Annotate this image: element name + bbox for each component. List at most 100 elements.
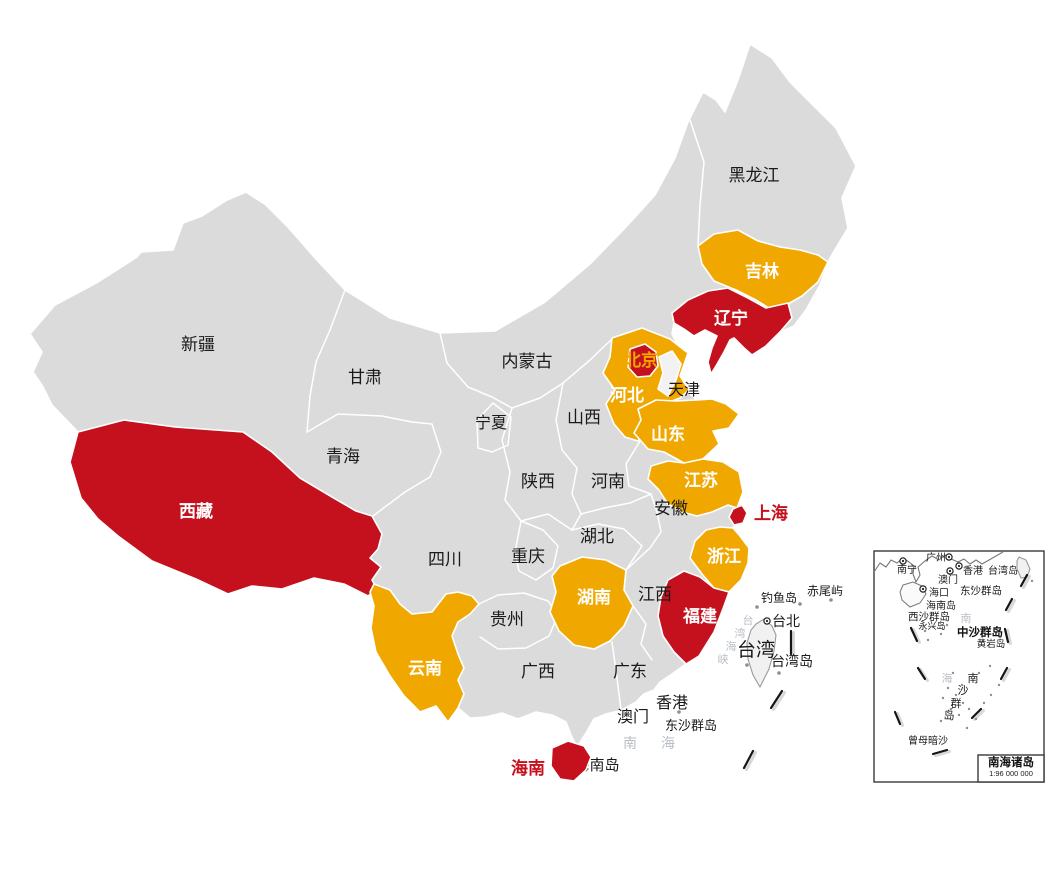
label-strait-hai: 海 [726,639,737,653]
island-dot [946,686,950,690]
label-xinjiang: 新疆 [181,335,215,354]
island-dot [777,671,781,675]
label-zhejiang: 浙江 [707,546,741,566]
nine-dash-shadow [772,691,786,711]
island-dot [677,710,681,714]
label-dongsha-islands: 东沙群岛 [665,718,717,733]
label-inset-hainan-island: 海南岛 [926,599,956,612]
island-dot [954,693,958,697]
nine-dash-line-inset [893,573,1031,757]
city-marker-dot [901,559,905,563]
island-dot [965,726,969,730]
label-taiwan: 台湾 [737,639,775,661]
label-inset-xisha: 西沙群岛 [908,610,950,623]
island-dot [970,586,974,590]
label-inset-guangzhou: 广州 [926,552,946,564]
label-sichuan: 四川 [428,550,462,569]
label-hubei: 湖北 [580,527,614,546]
label-inset-haikou: 海口 [929,586,949,599]
label-anhui: 安徽 [654,499,688,518]
label-yunnan: 云南 [408,658,442,678]
province-hainan[interactable] [550,740,592,782]
nine-dash-segment [1003,627,1010,644]
label-shanxi: 山西 [567,408,601,427]
nine-dash-shadow [745,751,757,771]
nine-dash-segment [742,749,755,770]
island-dot [745,663,749,667]
nine-dash-shadow [919,668,929,682]
label-taiwan-island: 台湾岛 [771,653,813,669]
island-dot [931,625,935,629]
nine-dash-segment [916,666,927,681]
inset-coastline [873,551,1004,583]
city-marker-dot [947,555,951,559]
nine-dash-shadow [896,712,904,727]
nine-dash-segment [999,666,1009,681]
label-taipei: 台北 [772,613,800,629]
island-dot [923,629,927,633]
city-marker-dot [921,587,925,591]
province-tianjin[interactable] [657,350,682,397]
island-dot [939,632,943,636]
label-hebei: 河北 [610,386,644,405]
province-jiangsu[interactable] [647,458,744,517]
province-zhejiang[interactable] [689,526,750,593]
nine-dash-segment [893,710,902,726]
province-jilin[interactable] [697,229,829,311]
nine-dash-segment [909,626,919,643]
island-dot [957,713,961,717]
province-hunan[interactable] [549,556,634,650]
label-sea-hai: 海 [661,735,675,751]
label-sea-nan: 南 [623,735,637,751]
province-yunnan[interactable] [369,583,480,723]
nine-dash-segment [769,689,784,710]
label-inset-huangyan: 黄岩岛 [977,638,1006,650]
label-guizhou: 贵州 [490,610,524,629]
island-dot [1030,579,1034,583]
label-hainan: 海南 [511,758,545,778]
island-dots-inset [923,579,1034,730]
island-dot [926,638,930,642]
nine-dash-shadow [1007,599,1016,613]
label-inset-nansha-dao: 岛 [944,708,955,722]
label-inset-nanning: 南宁 [897,563,917,576]
label-gansu: 甘肃 [348,368,382,387]
island-dot [988,664,992,668]
island-dot [798,602,802,606]
island-dot [941,696,945,700]
island-dot [951,671,955,675]
province-shanghai[interactable] [728,504,748,526]
label-inset-taiwan-island: 台湾岛 [988,564,1018,577]
province-shandong[interactable] [633,398,740,464]
island-dot [829,598,833,602]
label-guangdong: 广东 [613,662,647,681]
label-shandong: 山东 [651,424,685,444]
label-inset-hongkong: 香港 [963,565,983,577]
nine-dash-shadow [912,628,921,644]
label-inset-nansha-nan: 南 [968,672,979,685]
province-fujian[interactable] [657,570,730,665]
nine-dash-shadow [1006,629,1012,645]
inset-taiwan-island-shape [1016,556,1031,579]
province-liaoning[interactable] [671,287,793,375]
label-chongqing: 重庆 [511,547,545,566]
label-heilongjiang: 黑龙江 [729,166,780,185]
island-dot [945,623,949,627]
label-neimenggu: 内蒙古 [502,352,553,371]
label-guangxi: 广西 [521,662,555,681]
city-marker-dot [765,619,769,623]
province-beijing[interactable] [627,343,659,378]
label-jiangsu: 江苏 [684,470,718,490]
label-shanghai: 上海 [754,503,788,523]
taiwan-island-shape[interactable] [746,618,777,689]
label-qinghai: 青海 [326,447,360,466]
label-strait-tai: 台 [743,613,754,627]
label-beijing: 北京 [624,350,658,370]
city-marker-dot [948,569,952,573]
island-dot [973,631,977,635]
nine-dash-shadow [1022,575,1031,589]
label-inset-macau: 澳门 [938,573,958,586]
label-inset-zengmu-ansha: 曾母暗沙 [908,734,948,747]
